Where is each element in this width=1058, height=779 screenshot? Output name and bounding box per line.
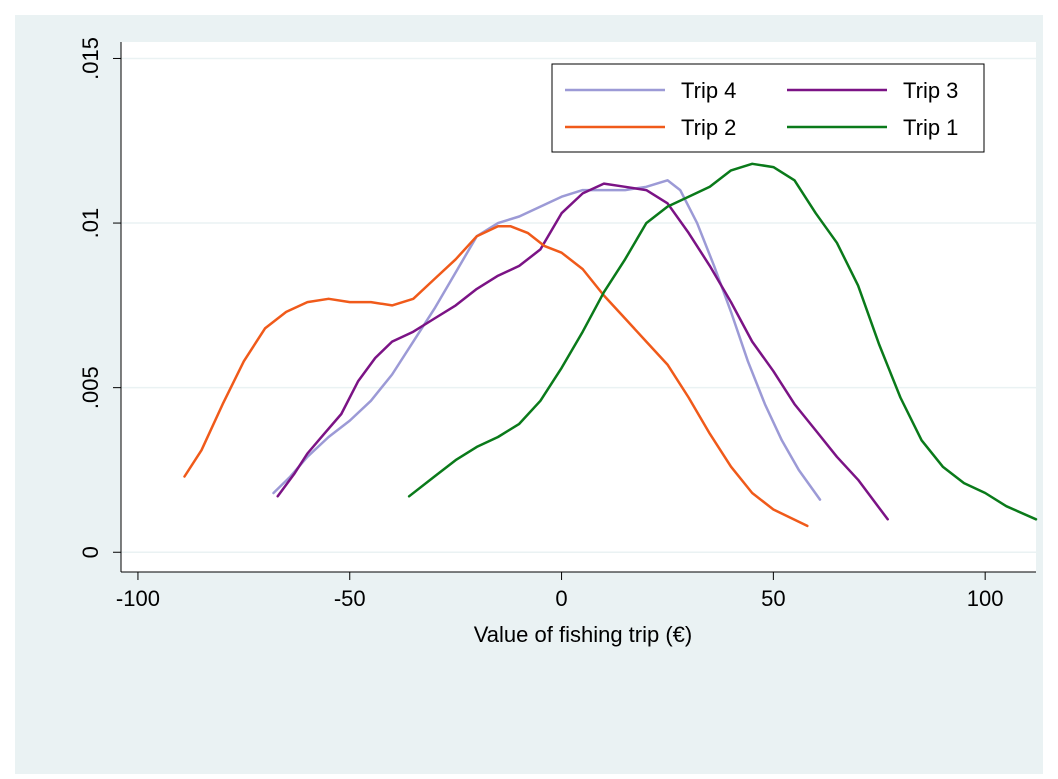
x-tick-label: -100 [116, 586, 160, 611]
series-lines [183, 162, 1038, 528]
legend-label: Trip 3 [903, 78, 958, 103]
y-ticks: 0 .005 .01 .015 [78, 37, 121, 558]
y-tick-label: .01 [78, 208, 103, 239]
gridlines [121, 57, 1036, 553]
series-line-trip-1 [407, 162, 1038, 521]
legend: Trip 4 Trip 3 Trip 2 Trip 1 [551, 63, 985, 153]
series-line-trip-3 [276, 182, 889, 521]
legend-box [551, 63, 985, 153]
axes [120, 42, 1036, 573]
legend-label: Trip 2 [681, 115, 736, 140]
series-line-trip-2 [183, 225, 809, 528]
y-tick-label: 0 [78, 546, 103, 558]
x-tick-label: 100 [967, 586, 1004, 611]
series-line-trip-4 [272, 179, 822, 501]
x-tick-label: -50 [334, 586, 366, 611]
x-tick-label: 0 [555, 586, 567, 611]
x-axis-label: Value of fishing trip (€) [474, 622, 692, 647]
x-ticks: -100 -50 0 50 100 [116, 572, 1004, 611]
legend-label: Trip 4 [681, 78, 736, 103]
y-tick-label: .005 [78, 366, 103, 409]
legend-label: Trip 1 [903, 115, 958, 140]
y-tick-label: .015 [78, 37, 103, 80]
x-tick-label: 50 [761, 586, 785, 611]
